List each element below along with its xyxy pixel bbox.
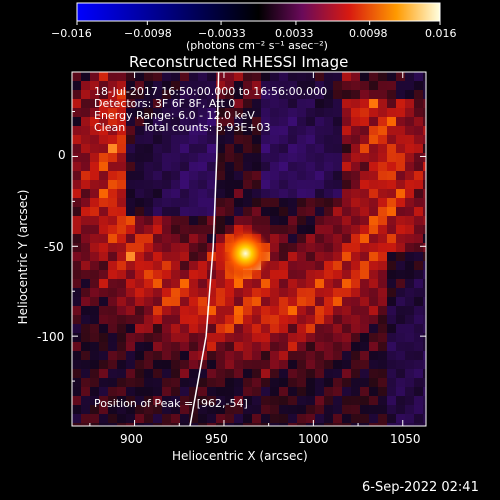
solar-limb-curve (189, 71, 220, 427)
colorbar-tick-label: −0.016 (51, 27, 92, 40)
footer-timestamp: 6-Sep-2022 02:41 (362, 480, 479, 495)
x-tick-label: 1050 (390, 432, 421, 446)
colorbar-tick-label: 0.0033 (275, 27, 314, 40)
peak-position-label: Position of Peak = [962,-54] (94, 397, 248, 410)
annotation-line: 18-Jul-2017 16:50:00.000 to 16:56:00.000 (94, 85, 328, 98)
colorbar-units: (photons cm⁻² s⁻¹ asec⁻²) (186, 39, 328, 52)
annotation-line: Clean Total counts: 8.93E+03 (94, 121, 271, 134)
y-tick-label: -50 (44, 240, 64, 254)
x-tick-label: 900 (120, 432, 143, 446)
colorbar-tick-label: 0.016 (425, 27, 457, 40)
plot-frame (71, 71, 427, 427)
annotation-line: Detectors: 3F 6F 8F, Att 0 (94, 97, 236, 110)
annotation-line: Energy Range: 6.0 - 12.0 keV (94, 109, 255, 122)
axis-ticks (72, 72, 426, 426)
y-tick-label: 0 (58, 148, 66, 162)
y-axis-label: Heliocentric Y (arcsec) (16, 189, 30, 325)
y-tick-label: -100 (37, 330, 65, 344)
chart-title: Reconstructed RHESSI Image (129, 53, 349, 71)
x-tick-label: 1000 (298, 432, 329, 446)
colorbar-tick-label: −0.0098 (124, 27, 172, 40)
peak-source (219, 227, 272, 280)
x-axis-label: Heliocentric X (arcsec) (172, 449, 308, 463)
colorbar-ticks (76, 21, 441, 25)
heatmap-image (72, 72, 426, 426)
colorbar-tick-label: 0.0098 (349, 27, 388, 40)
x-tick-label: 950 (205, 432, 228, 446)
colorbar-tick-label: −0.0033 (198, 27, 246, 40)
colorbar (76, 2, 441, 22)
